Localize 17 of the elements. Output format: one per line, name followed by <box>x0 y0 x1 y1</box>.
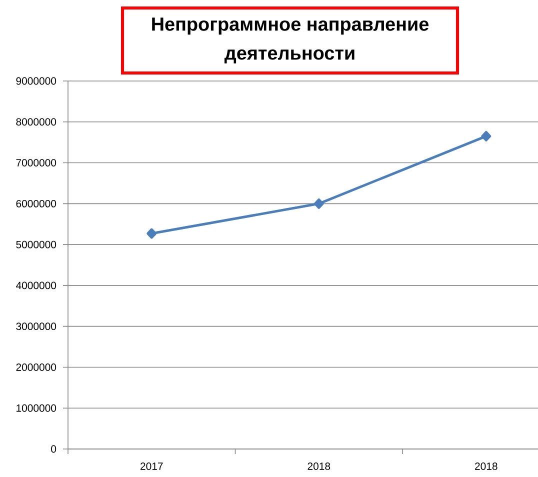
x-tick-label: 2018 <box>475 462 498 470</box>
x-tick-label: 2017 <box>140 462 163 470</box>
point <box>314 198 324 209</box>
y-tick-label: 3000000 <box>16 322 56 330</box>
y-tick-label: 1000000 <box>16 404 56 412</box>
point <box>146 228 157 239</box>
y-tick-label: 2000000 <box>16 364 56 371</box>
y-tick-label: 9000000 <box>16 77 56 85</box>
y-tick-label: 0 <box>51 445 56 453</box>
y-tick-label: 7000000 <box>16 159 56 166</box>
x-tick-label: 2018 <box>308 462 330 470</box>
point <box>481 130 492 142</box>
y-tick-label: 5000000 <box>16 240 56 248</box>
y-tick-label: 4000000 <box>16 282 56 290</box>
chart-title: Непрограммное направление деятельности <box>152 18 429 64</box>
y-tick-label: 6000000 <box>16 200 56 208</box>
y-tick-label: 8000000 <box>16 118 56 126</box>
